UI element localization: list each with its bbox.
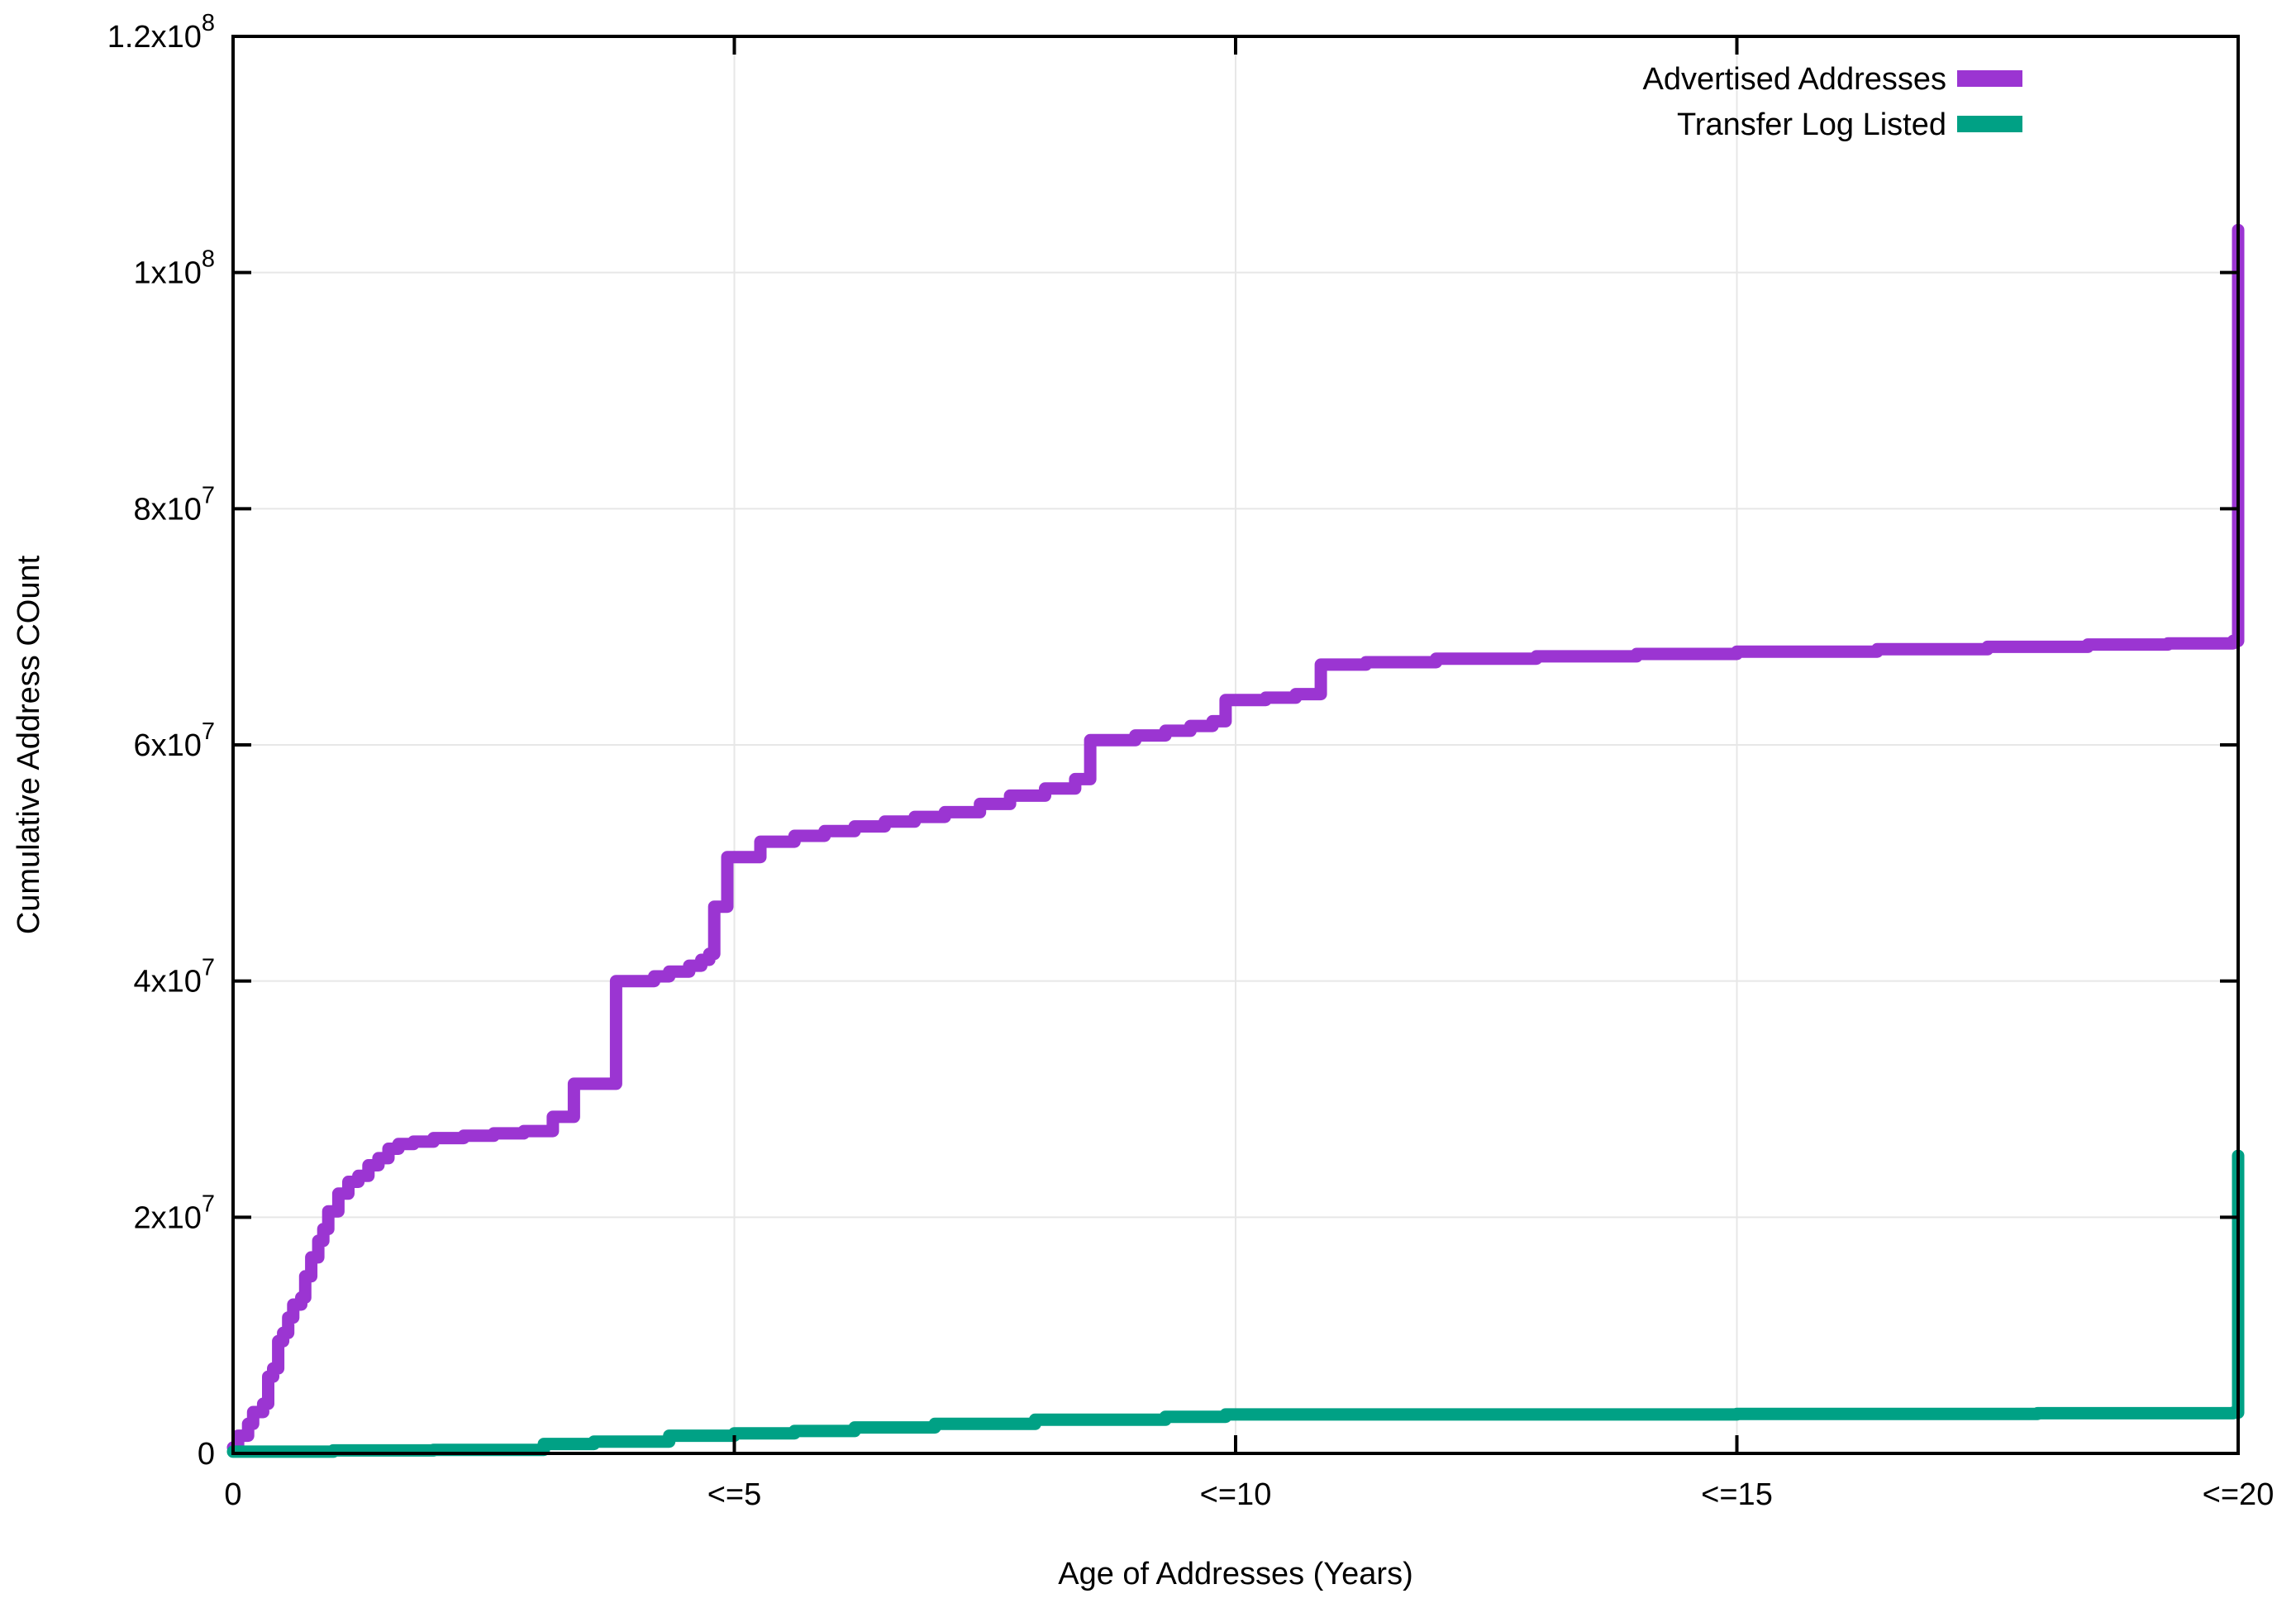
legend-label: Transfer Log Listed — [1677, 107, 1946, 142]
x-tick-label: <=5 — [707, 1477, 762, 1512]
legend-label: Advertised Addresses — [1642, 62, 1946, 97]
y-tick-label: 2x107 — [133, 1190, 215, 1235]
tick-label-layer: 0 <=5 <=10 <=15 <=20 0 2x107 4x107 6x107 8x107 1x1… — [107, 10, 2275, 1512]
frame-layer — [231, 35, 2240, 1455]
y-tick-label: 1x108 — [133, 246, 215, 291]
grid-layer — [232, 36, 2239, 1454]
series-transfer-log-listed-line — [226, 1149, 2245, 1458]
y-tick-label: 8x107 — [133, 482, 215, 527]
legend: Advertised Addresses Transfer Log Listed — [1642, 62, 2022, 142]
y-tick-label: 6x107 — [133, 718, 215, 763]
series-advertised-addresses-line — [226, 223, 2245, 1454]
y-axis-title: Cumulative Address COunt — [12, 555, 46, 934]
x-tick-label: 0 — [224, 1477, 241, 1512]
y-tick-label: 1.2x108 — [107, 10, 215, 55]
x-tick-label: <=10 — [1200, 1477, 1272, 1512]
series-layer — [226, 223, 2245, 1458]
plot-border — [231, 35, 2240, 1455]
x-tick-label: <=15 — [1701, 1477, 1773, 1512]
x-axis-title: Age of Addresses (Years) — [1058, 1557, 1413, 1591]
y-tick-label: 0 — [198, 1437, 215, 1472]
x-tick-label: <=20 — [2203, 1477, 2275, 1512]
y-tick-label: 4x107 — [133, 955, 215, 1000]
